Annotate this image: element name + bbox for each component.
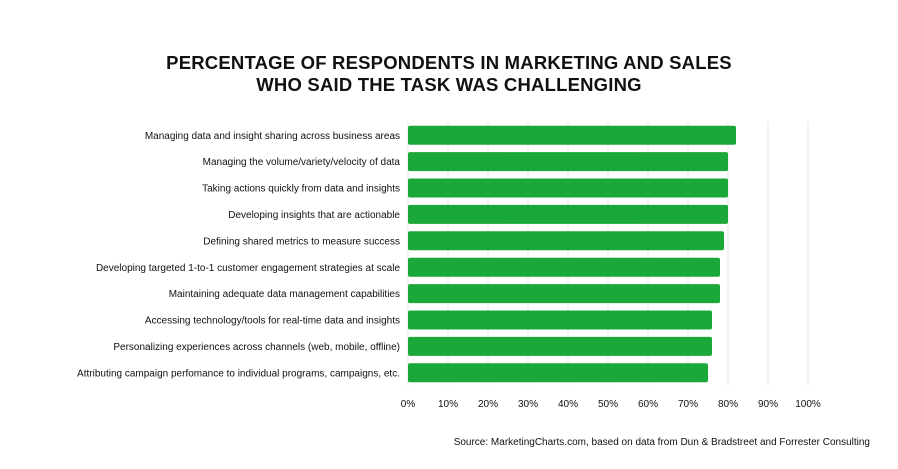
category-label: Developing insights that are actionable xyxy=(228,210,400,221)
category-label: Accessing technology/tools for real-time… xyxy=(145,316,400,327)
category-label: Managing the volume/variety/velocity of … xyxy=(203,157,401,168)
x-tick-label: 10% xyxy=(438,399,458,410)
bar xyxy=(408,310,712,330)
category-label: Maintaining adequate data management cap… xyxy=(169,289,400,300)
x-tick-label: 40% xyxy=(558,399,578,410)
source-note: Source: MarketingCharts.com, based on da… xyxy=(453,437,870,448)
bar xyxy=(408,204,728,224)
category-label: Managing data and insight sharing across… xyxy=(145,131,400,142)
bar xyxy=(408,178,728,198)
category-label: Attributing campaign perfomance to indiv… xyxy=(77,368,400,379)
category-label: Defining shared metrics to measure succe… xyxy=(203,236,400,247)
bar xyxy=(408,284,720,304)
x-tick-label: 90% xyxy=(758,399,778,410)
chart-title-line-1: PERCENTAGE OF RESPONDENTS IN MARKETING A… xyxy=(166,52,732,73)
chart-title-line-2: WHO SAID THE TASK WAS CHALLENGING xyxy=(256,74,642,95)
x-tick-label: 30% xyxy=(518,399,538,410)
bar xyxy=(408,125,736,145)
bar xyxy=(408,336,712,356)
category-label: Developing targeted 1-to-1 customer enga… xyxy=(96,263,401,274)
bar xyxy=(408,257,720,277)
bar xyxy=(408,231,724,251)
x-tick-label: 60% xyxy=(638,399,658,410)
category-label: Personalizing experiences across channel… xyxy=(113,342,400,353)
chart-title: PERCENTAGE OF RESPONDENTS IN MARKETING A… xyxy=(0,52,898,96)
x-tick-label: 80% xyxy=(718,399,738,410)
bar xyxy=(408,363,708,383)
x-tick-label: 100% xyxy=(795,399,821,410)
x-tick-label: 0% xyxy=(401,399,416,410)
x-tick-label: 70% xyxy=(678,399,698,410)
x-tick-label: 50% xyxy=(598,399,618,410)
category-label: Taking actions quickly from data and ins… xyxy=(202,184,400,195)
x-tick-label: 20% xyxy=(478,399,498,410)
bar xyxy=(408,152,728,172)
